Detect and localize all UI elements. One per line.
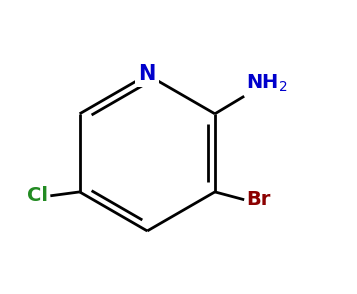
Text: Br: Br bbox=[246, 190, 271, 209]
Text: NH$_2$: NH$_2$ bbox=[246, 73, 288, 94]
Text: N: N bbox=[139, 64, 156, 84]
Text: Cl: Cl bbox=[27, 186, 49, 205]
